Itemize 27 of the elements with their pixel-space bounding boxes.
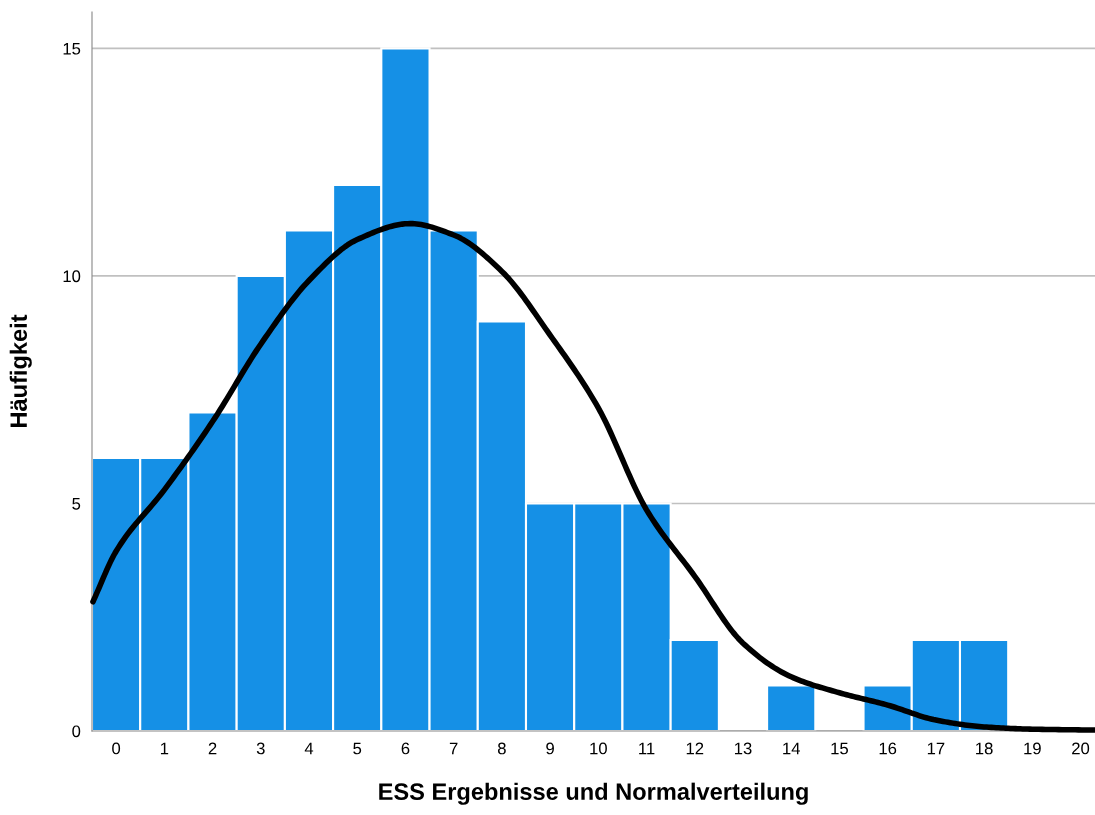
x-tick-label: 16 <box>879 742 897 755</box>
x-tick-label: 6 <box>401 742 410 755</box>
x-tick-label: 10 <box>590 742 607 755</box>
y-tick-label: 15 <box>63 42 81 55</box>
x-tick-label: 9 <box>546 742 554 755</box>
x-tick-label: 11 <box>639 742 655 755</box>
x-tick-label: 3 <box>256 742 265 755</box>
x-tick-label: 0 <box>112 742 121 755</box>
y-tick-label: 5 <box>72 498 81 510</box>
y-tick-label: 10 <box>63 270 81 283</box>
x-tick-label: 19 <box>1024 742 1041 755</box>
x-tick-label: 13 <box>734 742 752 755</box>
x-tick-label: 15 <box>831 742 848 755</box>
y-tick-label: 0 <box>72 725 81 738</box>
y-axis-title: Häufigkeit <box>9 314 32 427</box>
x-tick-label: 14 <box>783 742 800 755</box>
x-axis-title: ESS Ergebnisse und Normalverteilung <box>379 782 808 805</box>
x-tick-label: 17 <box>927 742 945 755</box>
x-tick-label: 20 <box>1072 742 1090 755</box>
x-tick-label: 18 <box>976 742 993 755</box>
x-tick-label: 5 <box>353 742 362 755</box>
x-tick-label: 4 <box>304 742 314 755</box>
x-tick-label: 2 <box>208 742 217 755</box>
x-tick-label: 12 <box>686 742 704 755</box>
x-tick-label: 7 <box>449 742 458 755</box>
x-tick-label: 8 <box>497 742 506 755</box>
x-tick-label: 1 <box>160 742 169 755</box>
